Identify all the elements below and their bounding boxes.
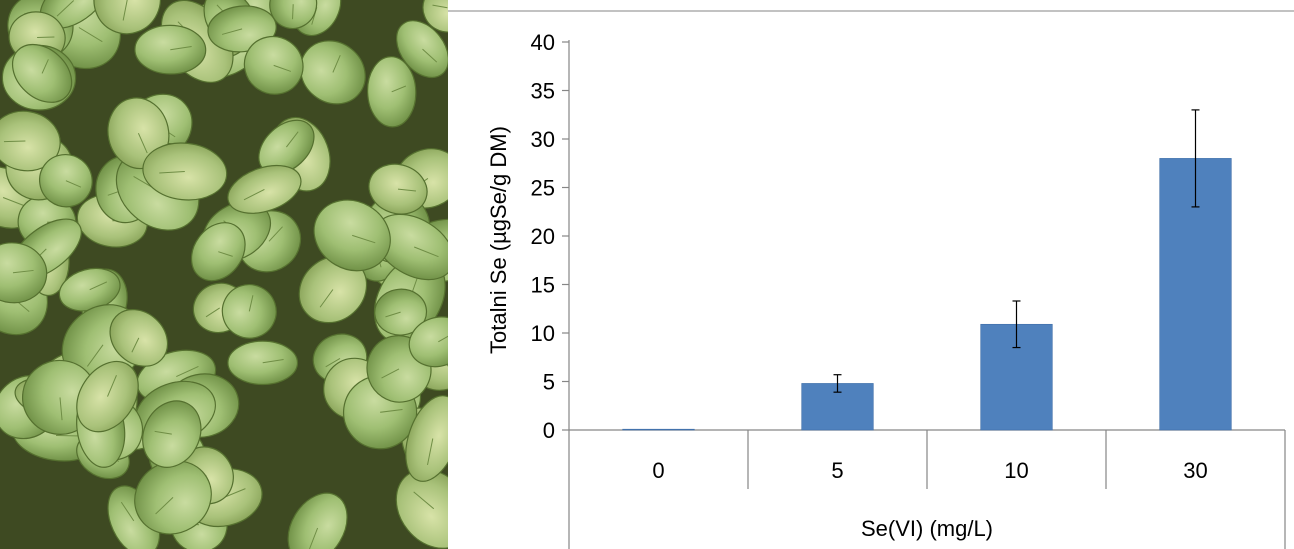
leaf-shape	[134, 24, 207, 75]
leaf-shape	[221, 284, 277, 339]
y-tick-label: 5	[543, 370, 555, 395]
leaf-shape	[313, 199, 391, 272]
y-axis: 0 5 10 15 20 25 30 35 40	[531, 30, 570, 443]
bar-chart: 0 5 10 15 20 25 30 35 40 0 5 10 30 Totalni Se (µgSe…	[448, 10, 1294, 549]
y-tick-label: 15	[531, 273, 555, 298]
y-tick-label: 10	[531, 321, 555, 346]
leaf-shape	[368, 163, 428, 215]
x-tick-label: 30	[1183, 458, 1207, 483]
leaf-shape	[58, 267, 121, 312]
leaf-shape	[269, 0, 318, 30]
error-bar	[1191, 109, 1200, 208]
y-tick-label: 30	[531, 127, 555, 152]
leaf-shape	[287, 492, 348, 549]
y-axis-title: Totalni Se (µgSe/g DM)	[486, 126, 511, 354]
y-tick-label: 40	[531, 30, 555, 55]
leaf-shape	[76, 360, 139, 433]
error-bar	[1012, 300, 1021, 349]
leaf-shape	[93, 0, 161, 35]
leaf-shape	[395, 468, 448, 549]
x-tick-label: 0	[652, 458, 664, 483]
leaf-shape	[11, 43, 73, 103]
leaf-shape	[408, 316, 448, 368]
leaf-shape	[190, 222, 246, 282]
leaf-shape	[142, 142, 228, 201]
error-bar	[833, 374, 842, 393]
leaf-shape	[366, 56, 417, 128]
bars	[622, 109, 1232, 431]
leaf-shape	[374, 288, 428, 336]
leaf-shape	[134, 460, 212, 535]
leaf-shape	[227, 340, 299, 386]
leaf-shape	[0, 110, 61, 172]
leaf-shape	[299, 40, 366, 105]
leaf-shape	[142, 400, 202, 468]
bar	[622, 428, 695, 431]
leaf-shape	[109, 309, 169, 367]
leaf-shape	[396, 20, 448, 79]
leaf-shape	[422, 0, 448, 33]
y-tick-label: 20	[531, 224, 555, 249]
y-tick-label: 25	[531, 176, 555, 201]
seedlings-photo	[0, 0, 448, 549]
x-tick-label: 5	[831, 458, 843, 483]
leaf-shape	[243, 35, 304, 95]
x-tick-label: 10	[1004, 458, 1028, 483]
x-axis-title: Se(VI) (mg/L)	[861, 516, 993, 541]
y-tick-label: 0	[543, 418, 555, 443]
leaf-shape	[39, 153, 93, 208]
y-tick-label: 35	[531, 79, 555, 104]
leaf-shape	[405, 395, 448, 482]
leaf-shape	[0, 242, 48, 304]
